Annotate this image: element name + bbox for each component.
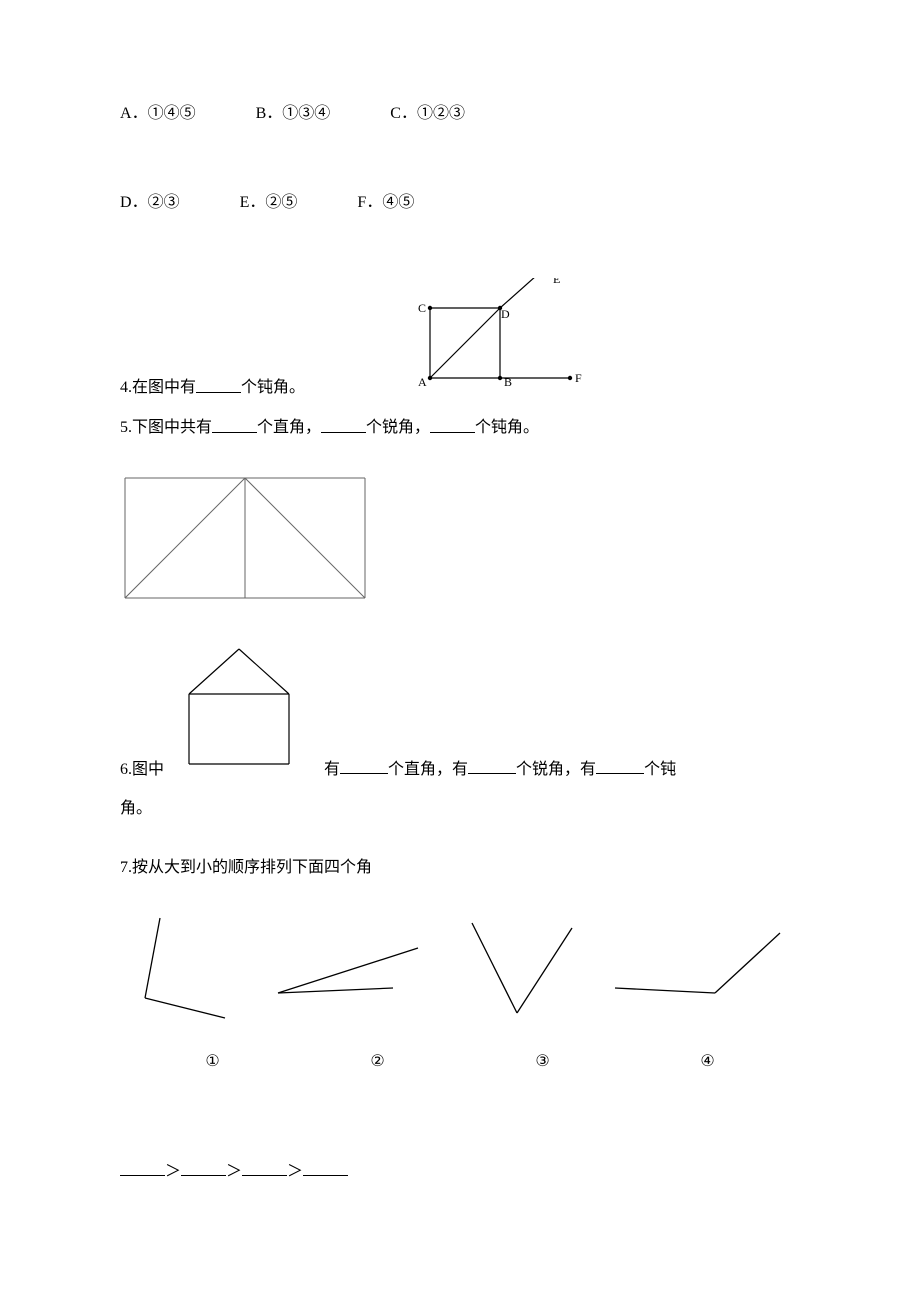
q6-blank-3[interactable] [596,755,644,774]
q7-sep-3: ＞ [287,1163,303,1180]
q7-angle-1 [130,913,250,1034]
q6-blank-2[interactable] [468,755,516,774]
q7-answer-blank-4[interactable] [303,1157,348,1176]
option-d: D．②③ [120,189,180,218]
options-row-2: D．②③ E．②⑤ F．④⑤ [120,189,800,218]
q7-label-3: ③ [460,1048,625,1077]
q5-suffix: 个钝角。 [475,420,539,437]
q7-answer-blank-1[interactable] [120,1157,165,1176]
q6-prefix: 6.图中 [120,756,164,785]
q4-prefix: 4.在图中有 [120,380,196,397]
svg-text:C: C [418,301,426,315]
q7-angle-2 [273,913,433,1034]
q5-prefix: 5.下图中共有 [120,420,212,437]
option-c: C．①②③ [390,100,465,129]
q5-mid1: 个直角， [257,420,321,437]
q6-mid3: 个锐角，有 [516,761,596,778]
option-b: B．①③④ [256,100,331,129]
q7-label-1: ① [130,1048,295,1077]
q5-blank-2[interactable] [321,413,366,432]
q6-figure [164,644,314,785]
q7-labels: ① ② ③ ④ [130,1048,790,1077]
q7-answer-blank-3[interactable] [242,1157,287,1176]
q5-figure [120,473,800,614]
q7-sep-1: ＞ [165,1163,181,1180]
q7-figures [130,913,790,1034]
svg-text:B: B [504,375,512,389]
question-6: 6.图中 有 个直角，有 个锐角，有 个钝 [120,644,800,785]
q4-blank[interactable] [196,373,241,392]
q5-blank-1[interactable] [212,413,257,432]
svg-text:A: A [418,375,427,389]
q5-mid2: 个锐角， [366,420,430,437]
q6-mid2: 个直角，有 [388,761,468,778]
options-row-1: A．①④⑤ B．①③④ C．①②③ [120,100,800,129]
question-7-title: 7.按从大到小的顺序排列下面四个角 [120,854,800,883]
q5-blank-3[interactable] [430,413,475,432]
q7-answer-row: ＞ ＞ ＞ [120,1157,800,1187]
q6-suffix-inline: 个钝 [644,761,676,778]
q4-figure: A B C D E F [385,278,585,409]
q7-sep-2: ＞ [226,1163,242,1180]
svg-text:D: D [501,307,510,321]
option-e: E．②⑤ [240,189,298,218]
q4-suffix: 个钝角。 [241,380,305,397]
option-a: A．①④⑤ [120,100,196,129]
q6-blank-1[interactable] [340,755,388,774]
svg-text:F: F [575,371,582,385]
q6-mid1: 有 [324,761,340,778]
q7-answer-blank-2[interactable] [181,1157,226,1176]
question-5: 5.下图中共有 个直角， 个锐角， 个钝角。 [120,413,800,443]
q7-label-4: ④ [625,1048,790,1077]
q7-angle-3 [457,913,587,1034]
svg-text:E: E [553,278,560,286]
question-4: 4.在图中有 个钝角。 A B C D E F [120,278,800,404]
q6-suffix-next: 角。 [120,795,800,824]
q7-label-2: ② [295,1048,460,1077]
option-f: F．④⑤ [357,189,414,218]
q7-angle-4 [610,913,790,1034]
